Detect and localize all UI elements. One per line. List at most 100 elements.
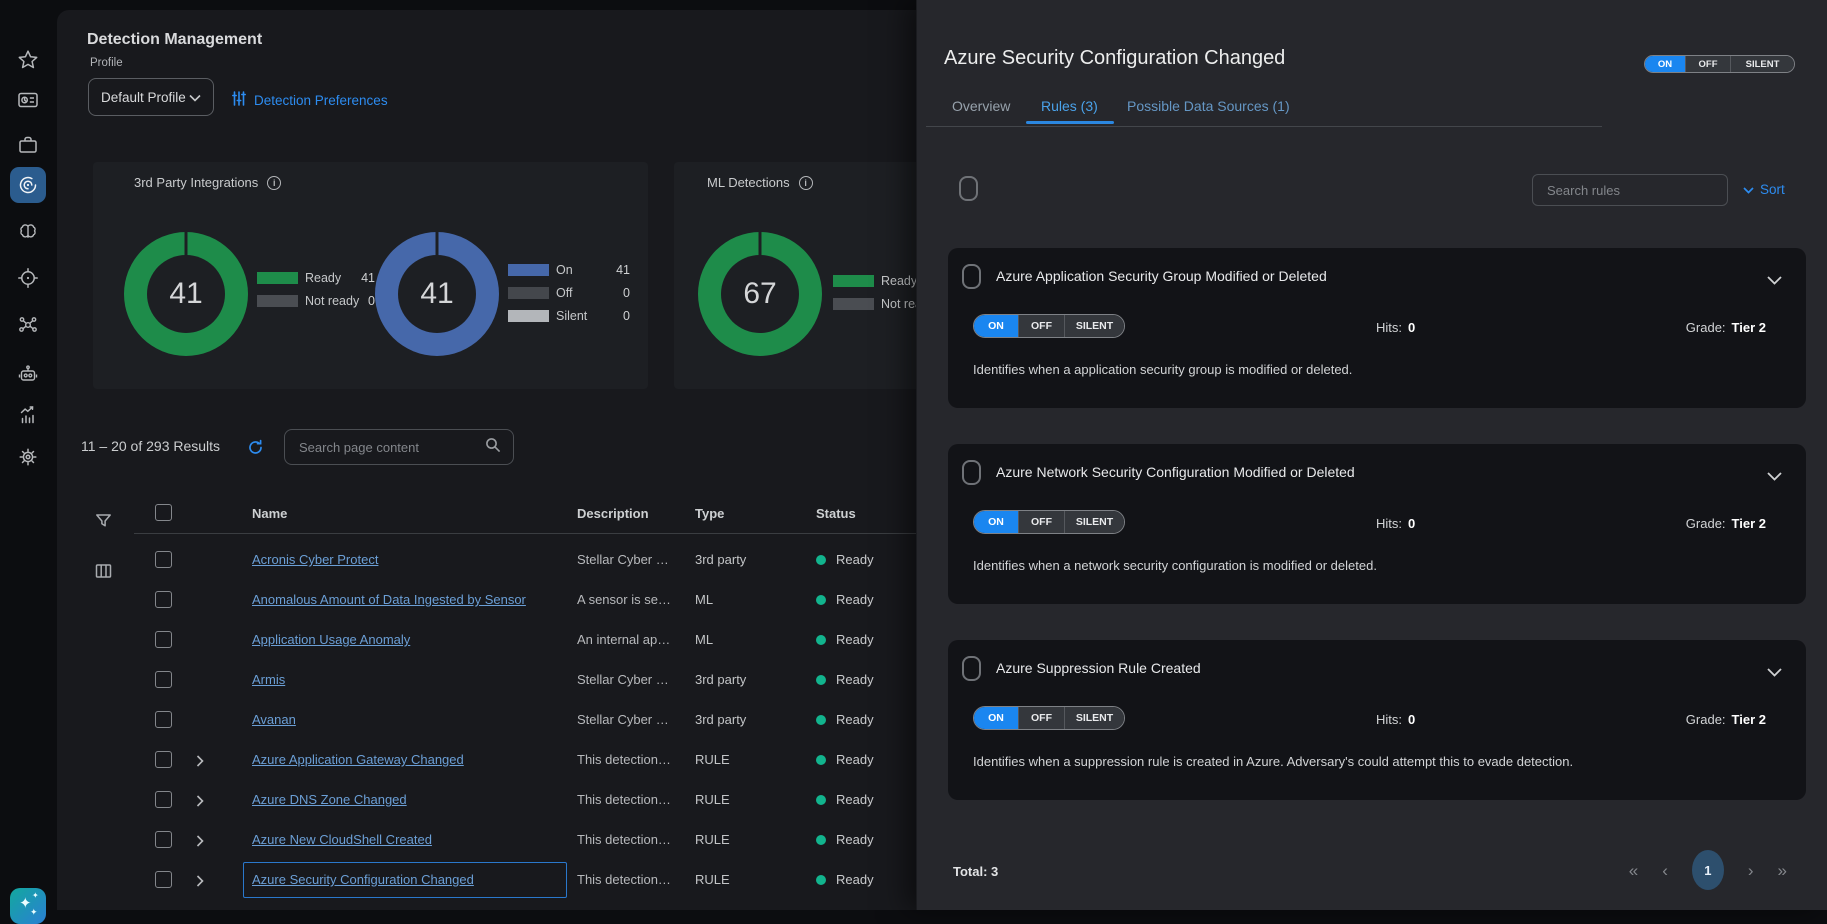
next-page-button[interactable]: ›	[1748, 862, 1754, 879]
rule-card: Azure Suppression Rule CreatedONOFFSILEN…	[948, 640, 1806, 800]
row-checkbox[interactable]	[155, 831, 172, 848]
rule-state-toggle[interactable]: ONOFFSILENT	[973, 314, 1125, 338]
row-checkbox[interactable]	[155, 671, 172, 688]
row-checkbox[interactable]	[155, 871, 172, 888]
page-search-input[interactable]	[297, 439, 485, 456]
rule-name-link[interactable]: Armis	[252, 672, 285, 687]
rule-description: Identifies when a network security confi…	[973, 558, 1377, 573]
sidebar-item-reports[interactable]	[10, 397, 46, 433]
row-checkbox[interactable]	[155, 751, 172, 768]
rule-name-link[interactable]: Azure Security Configuration Changed	[252, 872, 474, 887]
toggle-off[interactable]: OFF	[1018, 511, 1064, 533]
legend-swatch	[257, 295, 298, 307]
rule-name-link[interactable]: Acronis Cyber Protect	[252, 552, 378, 567]
row-description: Stellar Cyber …	[577, 712, 669, 727]
row-checkbox[interactable]	[155, 711, 172, 728]
toggle-silent[interactable]: SILENT	[1730, 56, 1794, 72]
sidebar-item-hunting[interactable]	[10, 260, 46, 296]
info-icon[interactable]	[799, 176, 813, 190]
drawer-title: Azure Security Configuration Changed	[944, 47, 1285, 70]
rule-name-link[interactable]: Application Usage Anomaly	[252, 632, 410, 647]
rule-name-link[interactable]: Anomalous Amount of Data Ingested by Sen…	[252, 592, 526, 607]
legend-swatch	[508, 264, 549, 276]
target-icon	[17, 267, 39, 289]
table-row: Azure Application Gateway ChangedThis de…	[57, 740, 917, 780]
rules-search-input[interactable]	[1545, 182, 1715, 199]
row-checkbox[interactable]	[155, 591, 172, 608]
column-header-description[interactable]: Description	[577, 506, 649, 521]
row-checkbox[interactable]	[155, 551, 172, 568]
table-row: Azure Security Configuration ChangedThis…	[57, 860, 917, 900]
profile-select[interactable]: Default Profile	[88, 78, 214, 116]
sidebar-item-automation[interactable]	[10, 356, 46, 392]
toggle-on[interactable]: ON	[974, 511, 1018, 533]
column-header-name[interactable]: Name	[252, 506, 287, 521]
sidebar-item-cases[interactable]	[10, 127, 46, 163]
sliders-icon	[232, 91, 246, 109]
toggle-silent[interactable]: SILENT	[1064, 511, 1124, 533]
rule-state-toggle[interactable]: ONOFFSILENT	[973, 706, 1125, 730]
chevron-down-icon[interactable]	[1767, 664, 1782, 682]
current-page-button[interactable]: 1	[1692, 850, 1724, 890]
legend-value: 0	[604, 309, 630, 323]
status-ready-dot	[816, 635, 826, 645]
first-page-button[interactable]: «	[1629, 862, 1638, 879]
info-icon[interactable]	[267, 176, 281, 190]
select-all-checkbox[interactable]	[155, 504, 172, 521]
legend-value: 0	[604, 286, 630, 300]
sidebar-item-detections[interactable]	[10, 167, 46, 203]
tab-rules[interactable]: Rules (3)	[1041, 98, 1098, 114]
chevron-down-icon[interactable]	[1767, 272, 1782, 290]
donut-legend: On41Off0Silent0	[508, 258, 630, 327]
rule-checkbox[interactable]	[962, 264, 981, 289]
rule-state-toggle[interactable]: ONOFFSILENT	[973, 510, 1125, 534]
toggle-on[interactable]: ON	[974, 707, 1018, 729]
tab-possible-data-sources[interactable]: Possible Data Sources (1)	[1127, 98, 1290, 114]
row-status: Ready	[836, 872, 874, 887]
expand-chevron-icon[interactable]	[196, 794, 204, 812]
expand-chevron-icon[interactable]	[196, 754, 204, 772]
rule-name-link[interactable]: Azure Application Gateway Changed	[252, 752, 464, 767]
prev-page-button[interactable]: ‹	[1662, 862, 1668, 879]
last-page-button[interactable]: »	[1778, 862, 1787, 879]
row-description: A sensor is se…	[577, 592, 671, 607]
rule-name-link[interactable]: Azure New CloudShell Created	[252, 832, 432, 847]
toggle-off[interactable]: OFF	[1018, 707, 1064, 729]
toggle-off[interactable]: OFF	[1018, 315, 1064, 337]
ai-assistant-button[interactable]: ✦ ✦ ✦	[10, 888, 46, 924]
sparkle-icon: ✦	[32, 892, 39, 900]
expand-chevron-icon[interactable]	[196, 874, 204, 892]
select-all-rules-checkbox[interactable]	[959, 176, 978, 201]
row-description: This detection…	[577, 832, 671, 847]
rule-checkbox[interactable]	[962, 656, 981, 681]
header-divider	[134, 533, 916, 534]
sidebar-item-settings[interactable]	[10, 439, 46, 475]
chevron-down-icon[interactable]	[1767, 468, 1782, 486]
search-icon[interactable]	[485, 437, 501, 458]
rule-checkbox[interactable]	[962, 460, 981, 485]
row-description: This detection…	[577, 792, 671, 807]
toggle-off[interactable]: OFF	[1685, 56, 1730, 72]
row-checkbox[interactable]	[155, 791, 172, 808]
sidebar-item-correlations[interactable]	[10, 306, 46, 342]
refresh-icon[interactable]	[247, 439, 264, 461]
rule-name-link[interactable]: Azure DNS Zone Changed	[252, 792, 407, 807]
tab-overview[interactable]: Overview	[952, 98, 1010, 114]
toggle-on[interactable]: ON	[1645, 56, 1685, 72]
expand-chevron-icon[interactable]	[196, 834, 204, 852]
sidebar-item-ml[interactable]	[10, 214, 46, 250]
row-checkbox[interactable]	[155, 631, 172, 648]
sidebar-item-favorites[interactable]	[10, 42, 46, 78]
detection-preferences-link[interactable]: Detection Preferences	[232, 91, 388, 109]
third-party-integrations-card: 3rd Party Integrations 41 Ready41Not rea…	[93, 162, 648, 389]
column-header-type[interactable]: Type	[695, 506, 724, 521]
toggle-silent[interactable]: SILENT	[1064, 315, 1124, 337]
hits-value: 0	[1408, 712, 1415, 727]
rule-state-toggle[interactable]: ONOFFSILENT	[1644, 55, 1795, 73]
sort-button[interactable]: Sort	[1743, 182, 1785, 197]
toggle-silent[interactable]: SILENT	[1064, 707, 1124, 729]
sidebar-item-dashboards[interactable]	[10, 82, 46, 118]
rule-name-link[interactable]: Avanan	[252, 712, 296, 727]
toggle-on[interactable]: ON	[974, 315, 1018, 337]
column-header-status[interactable]: Status	[816, 506, 856, 521]
